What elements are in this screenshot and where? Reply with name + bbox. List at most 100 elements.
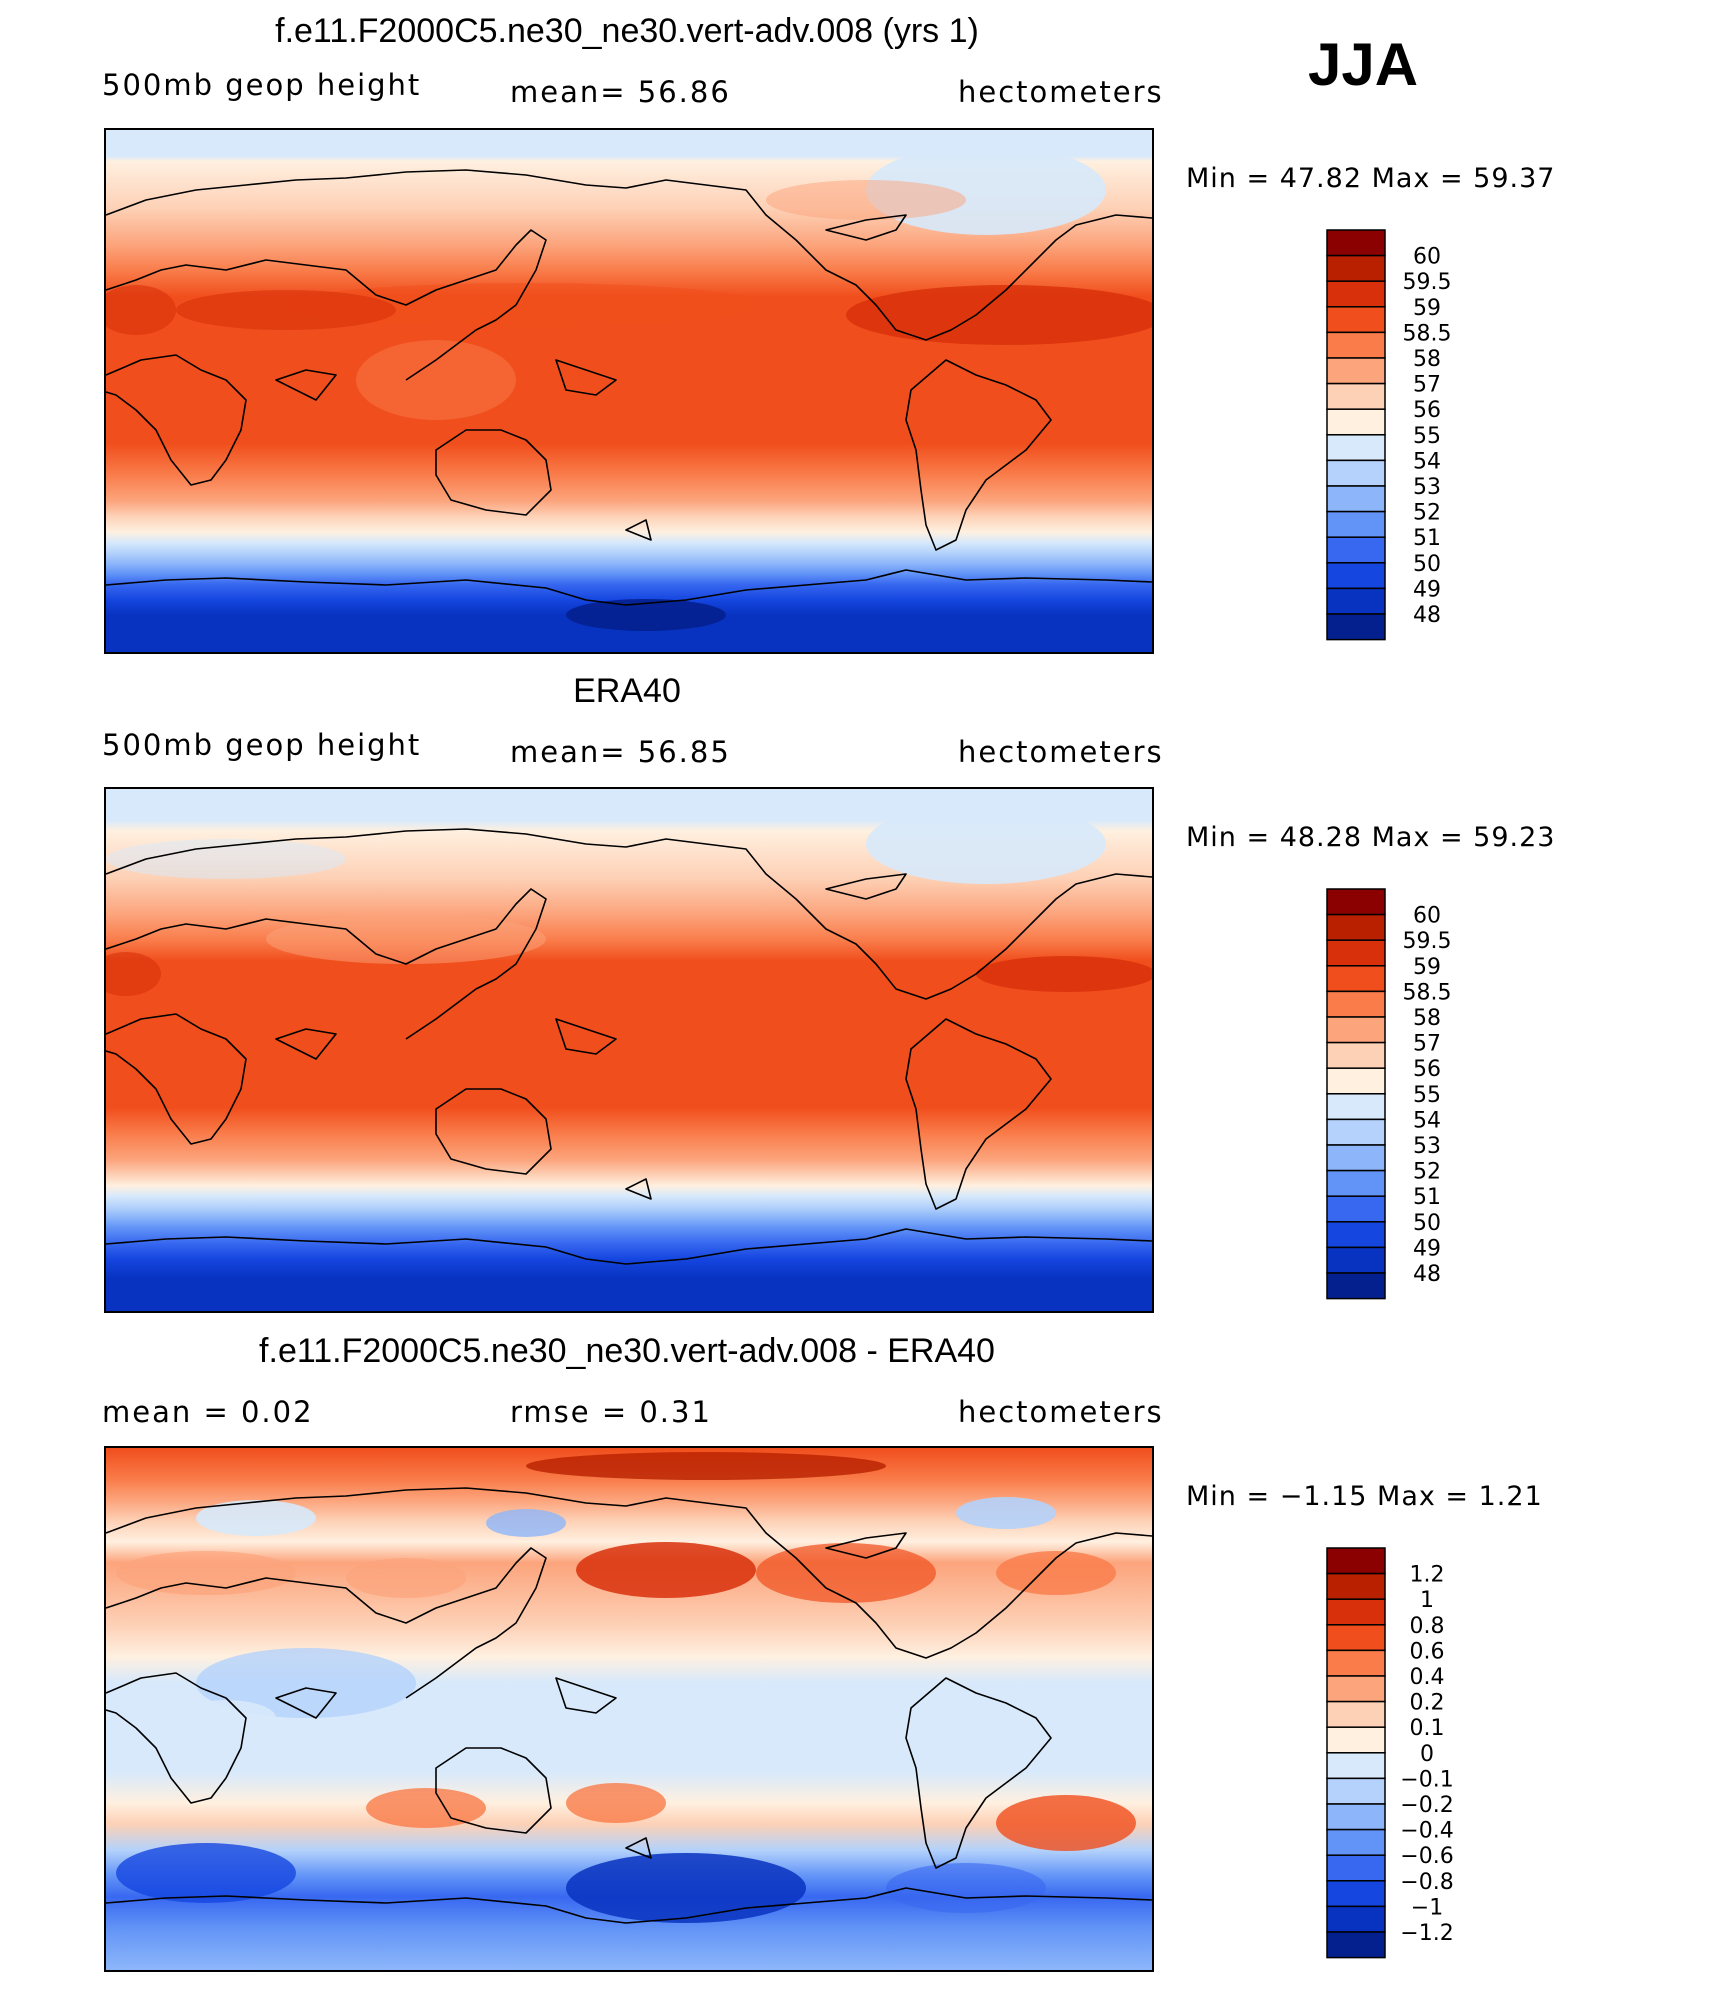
colorbar-swatch [1326,1880,1386,1908]
panel-3-mean: mean = 0.02 [102,1395,314,1429]
colorbar-swatch [1326,1726,1386,1754]
colorbar-swatch [1326,331,1386,359]
colorbar-swatch [1326,408,1386,436]
panel-3-rmse: rmse = 0.31 [510,1395,712,1429]
colorbar-swatch [1326,1931,1386,1959]
panel-3-units: hectometers [958,1395,1164,1429]
panel-1-colorbar: 60 59.5 59 58.5 58 57 56 55 54 53 52 51 50 49 48 [1325,228,1525,644]
panel-3-colorbar-svg: 1.210.80.60.40.20.10−0.1−0.2−0.4−0.6−0.8… [1326,1547,1454,1959]
colorbar-swatch [1326,1118,1386,1146]
colorbar-tick-label: 59 [1413,296,1441,321]
colorbar-tick-label: 0.4 [1410,1665,1445,1690]
colorbar-tick-label: 48 [1413,603,1441,628]
colorbar-swatch [1326,1828,1386,1856]
colorbar-swatch [1326,1854,1386,1882]
colorbar-swatch [1326,587,1386,615]
colorbar-swatch [1326,965,1386,993]
panel-2-units: hectometers [958,735,1164,769]
colorbar-swatch [1326,1803,1386,1831]
colorbar-swatch [1326,254,1386,282]
panel-1-mean: mean= 56.86 [510,75,731,109]
colorbar-tick-label: 52 [1413,1160,1441,1185]
colorbar-tick-label: 59.5 [1403,929,1452,954]
colorbar-tick-label: 50 [1413,1211,1441,1236]
colorbar-tick-label: −0.6 [1400,1844,1453,1869]
colorbar-swatch [1326,485,1386,513]
colorbar-swatch [1326,1221,1386,1249]
colorbar-tick-label: 55 [1413,424,1441,449]
colorbar-swatch [1326,229,1386,257]
colorbar-tick-label: 53 [1413,475,1441,500]
season-label: JJA [1308,31,1419,98]
colorbar-tick-label: 58 [1413,1006,1441,1031]
colorbar-swatch [1326,1144,1386,1172]
colorbar-tick-label: 0.8 [1410,1614,1445,1639]
panel-2-mean: mean= 56.85 [510,735,731,769]
colorbar-tick-label: 54 [1413,449,1441,474]
colorbar-tick-label: 57 [1413,1032,1441,1057]
colorbar-swatch [1326,888,1386,916]
colorbar-tick-label: 56 [1413,398,1441,423]
colorbar-swatch [1326,306,1386,334]
colorbar-swatch [1326,1246,1386,1274]
colorbar-tick-label: 0.2 [1410,1691,1445,1716]
colorbar-swatch [1326,1624,1386,1652]
colorbar-swatch [1326,510,1386,538]
colorbar-swatch [1326,562,1386,590]
colorbar-swatch [1326,1777,1386,1805]
colorbar-swatch [1326,1195,1386,1223]
colorbar-swatch [1326,382,1386,410]
colorbar-tick-label: 58.5 [1403,980,1452,1005]
colorbar-tick-label: 58.5 [1403,321,1452,346]
colorbar-swatch [1326,990,1386,1018]
colorbar-swatch [1326,1752,1386,1780]
panel-1-title: f.e11.F2000C5.ne30_ne30.vert-adv.008 (yr… [275,12,979,50]
colorbar-tick-label: 57 [1413,373,1441,398]
colorbar-swatch [1326,1598,1386,1626]
colorbar-tick-label: 0.6 [1410,1639,1445,1664]
colorbar-tick-label: −0.4 [1400,1819,1453,1844]
panel-1-minmax: Min = 47.82 Max = 59.37 [1186,163,1556,194]
colorbar-tick-label: 50 [1413,552,1441,577]
colorbar-tick-label: 56 [1413,1057,1441,1082]
panel-1-variable-label: 500mb geop height [102,68,422,102]
colorbar-tick-label: 1.2 [1410,1563,1445,1588]
colorbar-swatch [1326,1700,1386,1728]
colorbar-tick-label: 55 [1413,1083,1441,1108]
colorbar-swatch [1326,536,1386,564]
colorbar-swatch [1326,280,1386,308]
colorbar-tick-label: −1.2 [1400,1921,1453,1946]
colorbar-tick-label: 59 [1413,955,1441,980]
panel-3-colorbar: 1.2 1 0.8 0.6 0.4 0.2 0.1 0 −0.1 −0.2 −0.4 −0.6 −0.8… [1325,1546,1525,1962]
colorbar-tick-label: 51 [1413,526,1441,551]
colorbar-tick-label: −1 [1411,1895,1443,1920]
colorbar-tick-label: −0.1 [1400,1767,1453,1792]
colorbar-tick-label: −0.2 [1400,1793,1453,1818]
colorbar-swatch [1326,1016,1386,1044]
colorbar-tick-label: 51 [1413,1185,1441,1210]
colorbar-tick-label: 60 [1413,245,1441,270]
colorbar-tick-label: 48 [1413,1262,1441,1287]
colorbar-tick-label: 52 [1413,501,1441,526]
panel-1-map [104,128,1154,654]
panel-3-minmax: Min = −1.15 Max = 1.21 [1186,1481,1543,1512]
colorbar-swatch [1326,459,1386,487]
colorbar-swatch [1326,1547,1386,1575]
colorbar-swatch [1326,913,1386,941]
panel-2-variable-label: 500mb geop height [102,728,422,762]
panel-2-map [104,787,1154,1313]
panel-3-title: f.e11.F2000C5.ne30_ne30.vert-adv.008 - E… [259,1332,995,1370]
colorbar-tick-label: 0 [1420,1742,1434,1767]
panel-1-units: hectometers [958,75,1164,109]
colorbar-swatch [1326,1041,1386,1069]
panel-3-map [104,1446,1154,1972]
colorbar-swatch [1326,1572,1386,1600]
colorbar-tick-label: 59.5 [1403,270,1452,295]
panel-2-colorbar: 60 59.5 59 58.5 58 57 56 55 54 53 52 51 50 49 48 [1325,887,1525,1303]
colorbar-swatch [1326,939,1386,967]
colorbar-swatch [1326,1093,1386,1121]
colorbar-tick-label: 58 [1413,347,1441,372]
colorbar-tick-label: 53 [1413,1134,1441,1159]
